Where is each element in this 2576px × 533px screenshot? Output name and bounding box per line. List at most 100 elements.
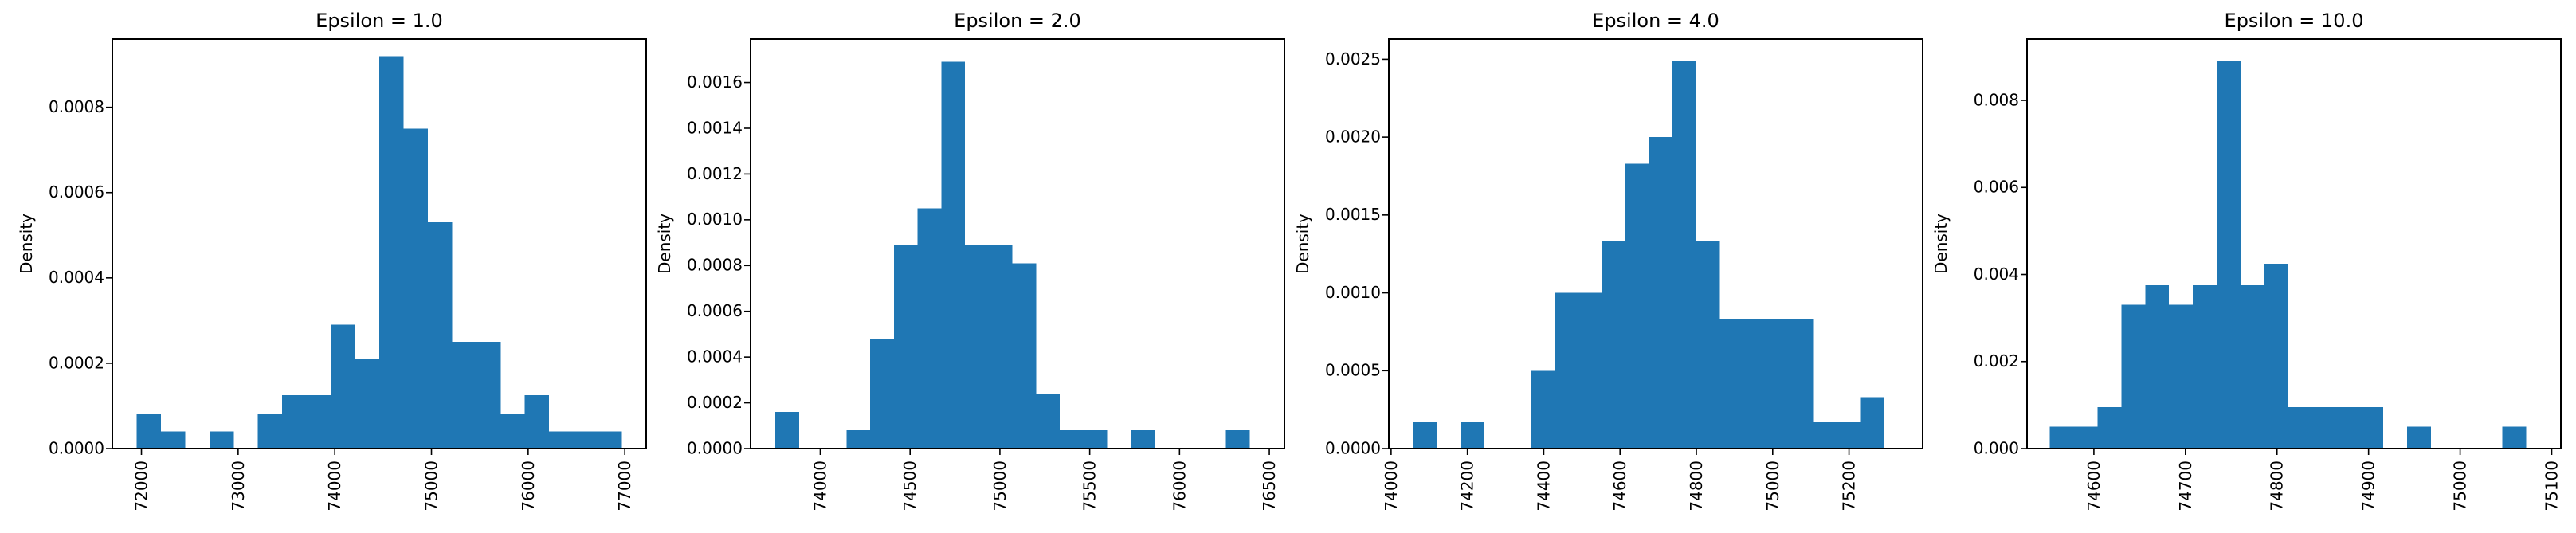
histogram-bar xyxy=(1602,241,1626,449)
histogram-bar xyxy=(846,430,871,449)
x-tick-label: 74900 xyxy=(2359,460,2378,511)
histogram-bar xyxy=(2145,285,2170,449)
histogram-bar xyxy=(1012,263,1037,449)
histogram-bar xyxy=(1555,292,1578,449)
y-tick-label: 0.006 xyxy=(1974,178,2019,197)
histogram-bar xyxy=(1083,430,1108,449)
histogram-epsilon-10.0: 74600 74700 74800 74900 75000 75100 0.000 0.002… xyxy=(1931,10,2562,511)
x-tick-label: 75500 xyxy=(1080,460,1100,511)
x-tick-label: 75100 xyxy=(2543,460,2562,511)
x-tick-label: 74400 xyxy=(1534,460,1553,511)
y-tick-label: 0.004 xyxy=(1974,265,2019,284)
x-tick-label: 74000 xyxy=(1382,460,1401,511)
histogram-bar xyxy=(500,414,525,449)
y-tick-label: 0.000 xyxy=(1974,438,2019,457)
histogram-bar xyxy=(1578,292,1602,449)
chart-title: Epsilon = 2.0 xyxy=(954,10,1081,32)
x-tick-label: 74800 xyxy=(2268,460,2287,511)
histogram-bar xyxy=(1531,370,1555,449)
histogram-bar xyxy=(524,395,550,449)
y-axis-label: Density xyxy=(17,214,36,274)
histogram-bar xyxy=(2097,407,2122,449)
histogram-panel-epsilon-1.0: 72000 73000 74000 75000 76000 77000 0.0000 0.00… xyxy=(0,0,661,533)
histogram-epsilon-2.0: 74000 74500 75000 75500 76000 76500 0.0000 0.00… xyxy=(655,10,1285,511)
histogram-bar xyxy=(775,412,799,449)
y-tick-label: 0.0006 xyxy=(49,182,104,202)
x-tick-label: 75000 xyxy=(1763,460,1782,511)
histogram-bar xyxy=(2073,426,2098,449)
histogram-bar xyxy=(1672,61,1696,449)
y-tick-label: 0.0002 xyxy=(49,353,104,372)
x-tick-label: 74000 xyxy=(811,460,830,511)
y-tick-label: 0.0014 xyxy=(687,118,743,137)
x-tick-label: 74200 xyxy=(1458,460,1477,511)
axes-frame xyxy=(2026,38,2562,449)
y-tick-label: 0.0025 xyxy=(1325,49,1381,69)
histogram-bar xyxy=(2216,61,2241,449)
histogram-bar xyxy=(870,339,894,449)
histogram-bar xyxy=(2169,304,2194,449)
x-tick-label: 75000 xyxy=(422,460,441,511)
histogram-bar xyxy=(257,414,283,449)
histogram-bar xyxy=(282,395,307,449)
histogram-bar xyxy=(917,208,942,449)
y-tick-label: 0.0012 xyxy=(687,164,743,183)
histogram-bar xyxy=(2359,407,2384,449)
histogram-bar xyxy=(403,128,428,449)
histogram-bar xyxy=(1036,394,1061,449)
x-tick-label: 74500 xyxy=(900,460,919,511)
y-tick-label: 0.0005 xyxy=(1325,361,1381,380)
histogram-bar xyxy=(2502,426,2527,449)
histogram-bar xyxy=(331,324,355,449)
y-tick-label: 0.0008 xyxy=(49,97,104,116)
y-tick-label: 0.0010 xyxy=(687,210,743,229)
y-tick-label: 0.008 xyxy=(1974,90,2019,109)
y-tick-label: 0.0000 xyxy=(49,438,104,457)
histogram-bar xyxy=(1790,319,1814,449)
histogram-bar xyxy=(1813,421,1838,449)
histogram-bar xyxy=(965,245,989,449)
y-tick-label: 0.0006 xyxy=(687,301,743,320)
y-tick-label: 0.0016 xyxy=(687,73,743,92)
histogram-bar xyxy=(209,431,234,449)
histogram-epsilon-1.0: 72000 73000 74000 75000 76000 77000 0.0000 0.00… xyxy=(17,10,647,511)
y-tick-label: 0.0000 xyxy=(687,438,743,457)
axes-frame xyxy=(1388,38,1923,449)
histogram-bar xyxy=(549,431,574,449)
histogram-bar xyxy=(2193,285,2217,449)
histogram-bar xyxy=(452,342,476,449)
chart-title: Epsilon = 10.0 xyxy=(2225,10,2364,32)
x-tick-label: 75000 xyxy=(2451,460,2470,511)
x-tick-label: 74600 xyxy=(1610,460,1629,511)
histogram-bar xyxy=(427,222,453,449)
histogram-bar xyxy=(1766,319,1790,449)
x-tick-label: 75000 xyxy=(990,460,1010,511)
y-axis-label: Density xyxy=(1931,214,1951,274)
histogram-bar xyxy=(1719,319,1743,449)
x-tick-label: 73000 xyxy=(229,460,248,511)
x-tick-label: 75200 xyxy=(1840,460,1859,511)
histogram-bar xyxy=(1743,319,1767,449)
histogram-bar xyxy=(2311,407,2336,449)
histogram-bar xyxy=(2049,426,2074,449)
axes-frame xyxy=(112,38,647,449)
y-tick-label: 0.0004 xyxy=(687,347,743,366)
histogram-bar xyxy=(306,395,331,449)
histogram-bar xyxy=(2335,407,2360,449)
x-tick-label: 72000 xyxy=(132,460,151,511)
histogram-bar xyxy=(1461,421,1484,449)
histogram-bar xyxy=(476,342,501,449)
histogram-bar xyxy=(893,245,918,449)
histogram-bar xyxy=(988,245,1013,449)
histogram-bar xyxy=(1225,430,1250,449)
histogram-bar xyxy=(2240,285,2264,449)
histogram-bar xyxy=(941,61,966,449)
histogram-bar xyxy=(1413,421,1437,449)
y-tick-label: 0.0015 xyxy=(1325,205,1381,224)
y-tick-label: 0.0020 xyxy=(1325,127,1381,147)
histogram-bar xyxy=(1649,137,1673,449)
histogram-bar xyxy=(2121,304,2146,449)
histogram-bar xyxy=(355,359,379,449)
histogram-epsilon-4.0: 74000 74200 74400 74600 74800 75000 75200 0.000… xyxy=(1293,10,1923,511)
histogram-bar xyxy=(2406,426,2431,449)
